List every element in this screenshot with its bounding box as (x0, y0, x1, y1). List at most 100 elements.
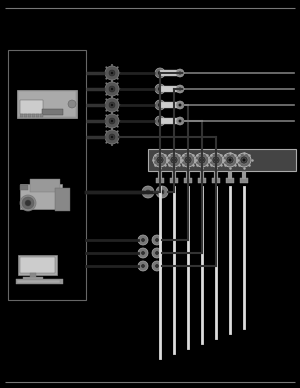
Circle shape (105, 126, 107, 128)
Circle shape (105, 82, 119, 96)
Circle shape (155, 116, 165, 126)
Circle shape (142, 186, 154, 198)
Circle shape (155, 84, 165, 94)
Circle shape (142, 239, 144, 241)
Bar (148, 149, 296, 171)
Circle shape (105, 142, 107, 144)
Circle shape (176, 117, 184, 125)
Circle shape (110, 103, 114, 107)
Circle shape (111, 144, 113, 146)
Bar (24, 114, 27, 117)
Bar (160, 86, 180, 92)
Circle shape (138, 248, 148, 258)
Circle shape (103, 72, 105, 74)
Bar (32, 114, 35, 117)
Circle shape (111, 128, 113, 130)
Circle shape (105, 130, 119, 144)
Bar (184, 178, 192, 183)
Circle shape (105, 66, 107, 68)
Circle shape (110, 87, 114, 91)
Circle shape (108, 85, 116, 93)
Circle shape (184, 156, 192, 164)
Circle shape (111, 128, 113, 130)
Circle shape (209, 153, 223, 167)
Bar (20, 257, 55, 273)
Bar (36, 114, 39, 117)
Circle shape (141, 264, 145, 268)
Circle shape (110, 71, 114, 75)
Circle shape (22, 197, 34, 209)
Bar (30, 273, 36, 278)
Circle shape (178, 104, 182, 106)
Circle shape (105, 98, 119, 112)
Circle shape (142, 252, 144, 254)
Bar (212, 178, 220, 183)
Bar (42, 109, 63, 115)
Circle shape (155, 251, 159, 255)
Bar (226, 178, 234, 183)
Circle shape (242, 158, 246, 162)
Circle shape (117, 142, 119, 144)
Circle shape (117, 94, 119, 96)
Circle shape (158, 102, 163, 107)
Circle shape (105, 130, 107, 132)
Circle shape (147, 191, 149, 193)
Circle shape (105, 94, 107, 96)
Circle shape (117, 98, 119, 100)
Circle shape (159, 189, 165, 195)
Circle shape (155, 68, 165, 78)
Circle shape (142, 265, 144, 267)
Circle shape (117, 114, 119, 116)
Circle shape (117, 82, 119, 84)
Bar (160, 118, 180, 124)
Bar (28, 114, 31, 117)
Circle shape (119, 72, 121, 74)
Circle shape (226, 156, 234, 164)
Circle shape (170, 156, 178, 164)
Bar (20, 114, 23, 117)
Circle shape (110, 135, 114, 139)
Circle shape (176, 69, 184, 77)
Circle shape (105, 98, 107, 100)
Circle shape (111, 80, 113, 82)
Circle shape (108, 101, 116, 109)
Circle shape (153, 153, 167, 167)
Bar (18, 255, 57, 275)
Circle shape (167, 153, 181, 167)
Circle shape (156, 265, 158, 267)
Circle shape (68, 100, 76, 108)
Circle shape (181, 153, 195, 167)
Bar (40, 114, 43, 117)
Circle shape (186, 158, 190, 162)
Circle shape (105, 114, 107, 116)
Circle shape (20, 195, 36, 211)
Circle shape (117, 66, 119, 68)
Circle shape (158, 87, 163, 92)
Bar (30, 179, 60, 192)
Circle shape (111, 112, 113, 114)
Circle shape (161, 191, 163, 193)
Bar (17, 90, 77, 118)
Circle shape (117, 78, 119, 80)
Circle shape (178, 120, 182, 123)
Circle shape (223, 153, 237, 167)
Circle shape (198, 156, 206, 164)
Bar (20, 185, 28, 190)
Bar (55, 188, 70, 211)
Circle shape (152, 235, 162, 245)
Circle shape (119, 88, 121, 90)
Circle shape (237, 153, 251, 167)
Circle shape (108, 69, 116, 77)
Bar (20, 100, 43, 114)
Circle shape (108, 117, 116, 125)
Circle shape (105, 78, 107, 80)
Circle shape (156, 186, 168, 198)
Bar (23, 277, 43, 280)
Bar (20, 184, 62, 209)
Bar (18, 91, 76, 117)
Circle shape (158, 118, 163, 123)
Circle shape (152, 248, 162, 258)
Circle shape (110, 119, 114, 123)
Circle shape (119, 120, 121, 122)
Circle shape (105, 114, 119, 128)
